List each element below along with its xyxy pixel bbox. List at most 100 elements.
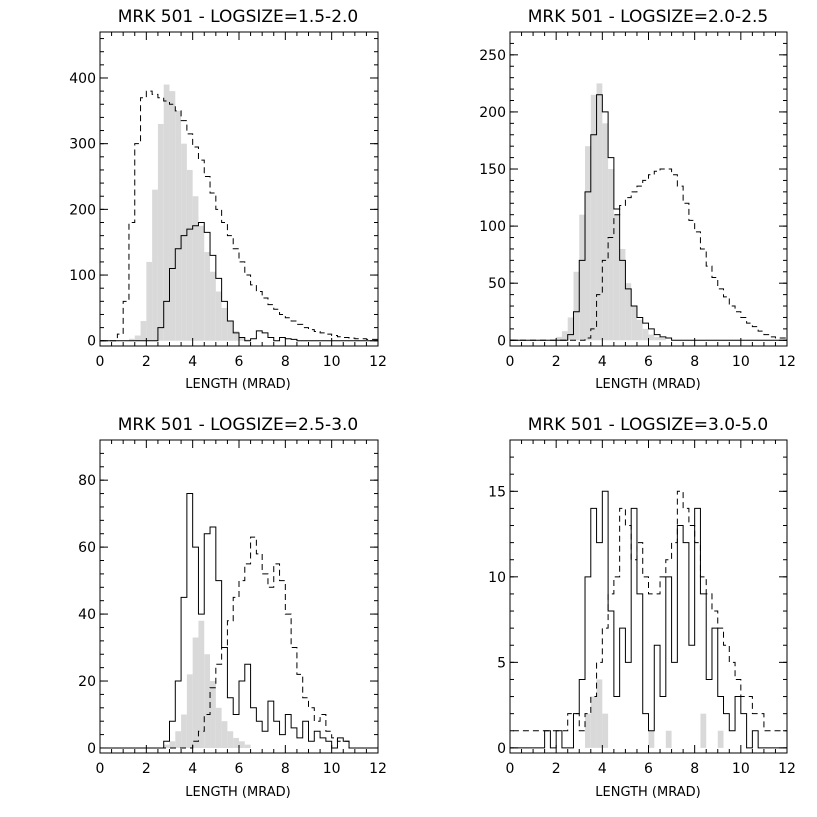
y-tick-label: 300 <box>69 137 96 153</box>
histogram-bar-shaded <box>204 654 211 748</box>
histogram-bar-shaded <box>227 731 234 748</box>
histogram-bar-shaded <box>573 271 580 341</box>
histogram-bar-shaded <box>239 741 245 748</box>
series-dashed <box>510 168 787 341</box>
y-tick-label: 15 <box>488 484 506 500</box>
histogram-bar-shaded <box>221 307 228 341</box>
histogram-bar-shaded <box>175 110 182 341</box>
histogram-bar-shaded <box>152 189 158 341</box>
x-tick-label: 6 <box>644 761 653 777</box>
histogram-bar-shaded <box>198 225 205 341</box>
x-axis-label: LENGTH (MRAD) <box>595 377 700 392</box>
histogram-bar-shaded <box>204 252 211 341</box>
x-tick-label: 8 <box>281 761 290 777</box>
y-tick-label: 60 <box>78 540 96 556</box>
x-tick-label: 0 <box>96 354 105 370</box>
histogram-bar-shaded <box>590 696 597 748</box>
y-tick-label: 10 <box>488 570 506 586</box>
panel-title: MRK 501 - LOGSIZE=2.0-2.5 <box>528 7 768 27</box>
panel-title: MRK 501 - LOGSIZE=1.5-2.0 <box>118 7 358 27</box>
histogram-bar-shaded <box>660 338 666 341</box>
y-tick-label: 150 <box>479 162 506 178</box>
plot-frame <box>99 31 379 347</box>
x-axis-label: LENGTH (MRAD) <box>595 785 700 800</box>
y-tick-label: 400 <box>69 71 96 87</box>
histogram-bar-shaded <box>186 169 193 341</box>
x-tick-label: 12 <box>369 354 387 370</box>
y-tick-label: 100 <box>479 219 506 235</box>
histogram-bar-shaded <box>186 674 193 748</box>
histogram-bar-shaded <box>717 730 724 748</box>
histogram-bar-shaded <box>700 713 707 748</box>
plot-frame <box>509 439 788 754</box>
plot-frame <box>509 31 788 347</box>
x-tick-label: 4 <box>188 761 197 777</box>
x-axis-label: LENGTH (MRAD) <box>185 377 290 392</box>
histogram-step-dashed <box>509 490 787 748</box>
histogram-step-solid <box>510 94 787 341</box>
series-solid <box>100 493 378 749</box>
y-tick-label: 200 <box>69 202 96 218</box>
x-tick-label: 4 <box>598 761 607 777</box>
histogram-bar-shaded <box>596 679 603 748</box>
histogram-bar-shaded <box>163 744 170 748</box>
histogram-bar-shaded <box>636 319 643 341</box>
x-tick-label: 0 <box>506 761 515 777</box>
histogram-panel-logsize-2.0-2.5: MRK 501 - LOGSIZE=2.0-2.5 LENGTH (MRAD) … <box>479 7 796 392</box>
y-tick-label: 80 <box>78 473 96 489</box>
x-tick-label: 10 <box>732 761 750 777</box>
x-axis: 0 2 4 6 8 10 12 <box>96 440 387 777</box>
x-tick-label: 8 <box>690 761 699 777</box>
histogram-panel-logsize-2.5-3.0: MRK 501 - LOGSIZE=2.5-3.0 LENGTH (MRAD) … <box>78 415 387 800</box>
y-axis: 0 100 200 300 400 <box>69 38 378 350</box>
x-axis: 0 2 4 6 8 10 12 <box>506 440 796 777</box>
y-tick-label: 0 <box>87 741 96 757</box>
histogram-bar-shaded <box>665 730 672 748</box>
histogram-bar-shaded <box>215 291 222 341</box>
x-tick-label: 10 <box>732 354 750 370</box>
histogram-bar-shaded <box>648 730 655 748</box>
histogram-step-dashed <box>510 168 787 341</box>
histogram-step-dashed <box>100 536 378 749</box>
x-tick-label: 4 <box>188 354 197 370</box>
series-solid <box>100 222 378 342</box>
histogram-bar-shaded <box>134 335 141 341</box>
histogram-bar-shaded <box>244 339 251 341</box>
series-dashed <box>509 490 787 748</box>
histogram-bar-shaded <box>210 681 216 748</box>
y-tick-label: 50 <box>488 276 506 292</box>
histogram-bar-shaded <box>146 261 153 341</box>
x-tick-label: 4 <box>598 354 607 370</box>
x-tick-label: 0 <box>96 761 105 777</box>
y-axis: 0 50 100 150 200 250 <box>479 31 787 349</box>
histogram-step-solid <box>100 493 378 749</box>
x-tick-label: 6 <box>644 354 653 370</box>
x-tick-label: 6 <box>235 761 244 777</box>
x-axis-label: LENGTH (MRAD) <box>185 785 290 800</box>
histogram-bar-shaded <box>642 328 649 341</box>
series-shaded <box>163 620 251 748</box>
histogram-bar-shaded <box>613 214 620 341</box>
histogram-bar-shaded <box>619 248 626 341</box>
series-dashed <box>100 536 378 749</box>
x-tick-label: 10 <box>323 354 341 370</box>
y-tick-label: 5 <box>497 655 506 671</box>
x-tick-label: 12 <box>778 354 796 370</box>
x-tick-label: 8 <box>690 354 699 370</box>
histogram-bar-shaded <box>175 731 182 748</box>
x-tick-label: 2 <box>552 354 561 370</box>
y-tick-label: 20 <box>78 674 96 690</box>
histogram-bar-shaded <box>198 620 205 748</box>
histogram-bar-shaded <box>608 169 614 341</box>
x-tick-label: 2 <box>142 354 151 370</box>
histogram-bar-shaded <box>602 123 609 341</box>
x-tick-label: 8 <box>281 354 290 370</box>
histogram-bar-shaded <box>631 306 637 341</box>
histogram-bar-shaded <box>215 707 222 748</box>
histogram-bar-shaded <box>140 321 147 341</box>
panel-title: MRK 501 - LOGSIZE=2.5-3.0 <box>118 415 358 435</box>
histogram-bar-shaded <box>157 123 164 341</box>
histogram-bar-shaded <box>163 84 170 341</box>
x-tick-label: 0 <box>506 354 515 370</box>
